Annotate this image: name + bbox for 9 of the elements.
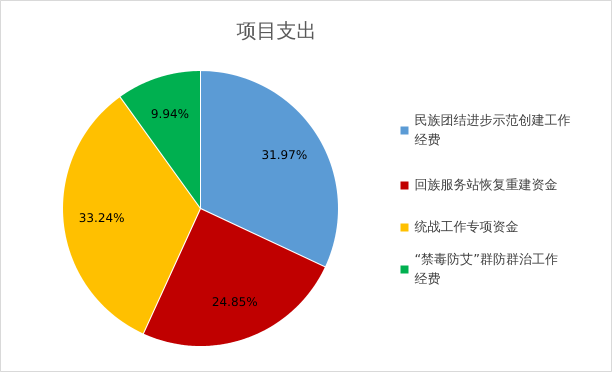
- data-label: 31.97%: [261, 148, 308, 162]
- legend-label: “禁毒防艾”群防群治工作经费: [414, 252, 558, 287]
- legend-label: 民族团结进步示范创建工作经费: [414, 113, 570, 148]
- data-label: 33.24%: [78, 211, 125, 226]
- data-label: 24.85%: [212, 294, 258, 309]
- legend-label: 回族服务站恢复重建资金: [414, 178, 558, 193]
- data-label: 9.94%: [150, 106, 190, 121]
- chart-title: 项目支出: [236, 18, 316, 42]
- legend-label: 统战工作专项资金: [414, 220, 518, 235]
